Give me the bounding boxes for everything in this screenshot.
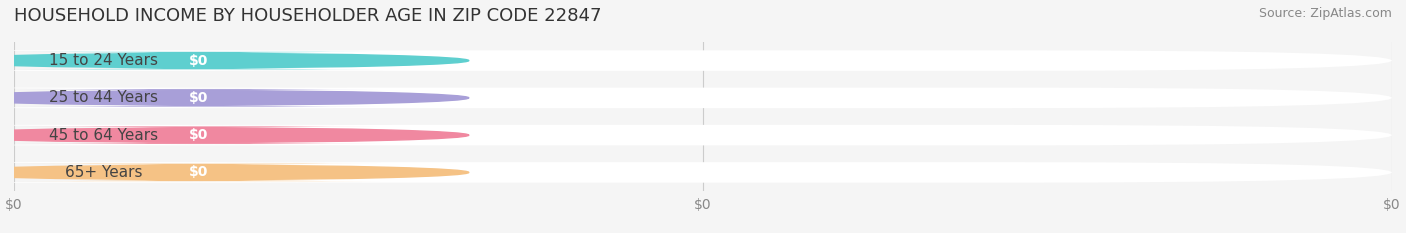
Text: 65+ Years: 65+ Years [65,165,142,180]
FancyBboxPatch shape [14,162,1392,183]
FancyBboxPatch shape [14,50,1392,71]
Text: HOUSEHOLD INCOME BY HOUSEHOLDER AGE IN ZIP CODE 22847: HOUSEHOLD INCOME BY HOUSEHOLDER AGE IN Z… [14,7,602,25]
Text: $0: $0 [188,54,208,68]
Text: 45 to 64 Years: 45 to 64 Years [49,128,159,143]
FancyBboxPatch shape [18,89,380,107]
Circle shape [0,165,468,180]
Text: 15 to 24 Years: 15 to 24 Years [49,53,159,68]
FancyBboxPatch shape [0,125,387,145]
FancyBboxPatch shape [14,88,1392,108]
FancyBboxPatch shape [0,162,387,183]
Text: Source: ZipAtlas.com: Source: ZipAtlas.com [1258,7,1392,20]
FancyBboxPatch shape [18,52,380,69]
FancyBboxPatch shape [18,164,380,181]
FancyBboxPatch shape [0,88,387,108]
Circle shape [0,53,468,68]
Text: 25 to 44 Years: 25 to 44 Years [49,90,159,105]
Circle shape [0,128,468,142]
FancyBboxPatch shape [14,125,1392,145]
Text: $0: $0 [188,128,208,142]
Text: $0: $0 [188,91,208,105]
FancyBboxPatch shape [18,126,380,144]
Circle shape [0,91,468,105]
FancyBboxPatch shape [0,50,387,71]
Text: $0: $0 [188,165,208,179]
